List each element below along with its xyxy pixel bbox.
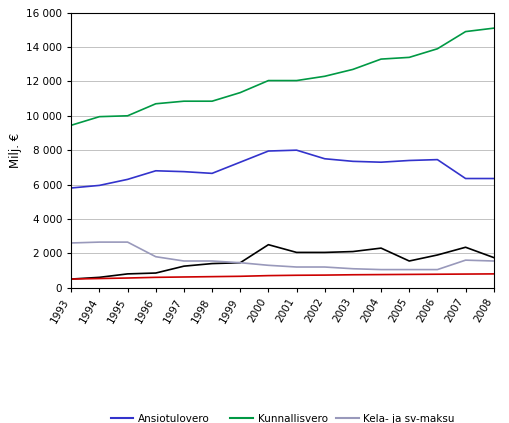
Y-axis label: Milj. €: Milj. € (9, 132, 22, 168)
Legend: Ansiotulovero, Pääomatulovero, Kunnallisvero, Kirkollisvero, Kela- ja sv-maksu: Ansiotulovero, Pääomatulovero, Kunnallis… (105, 408, 460, 423)
